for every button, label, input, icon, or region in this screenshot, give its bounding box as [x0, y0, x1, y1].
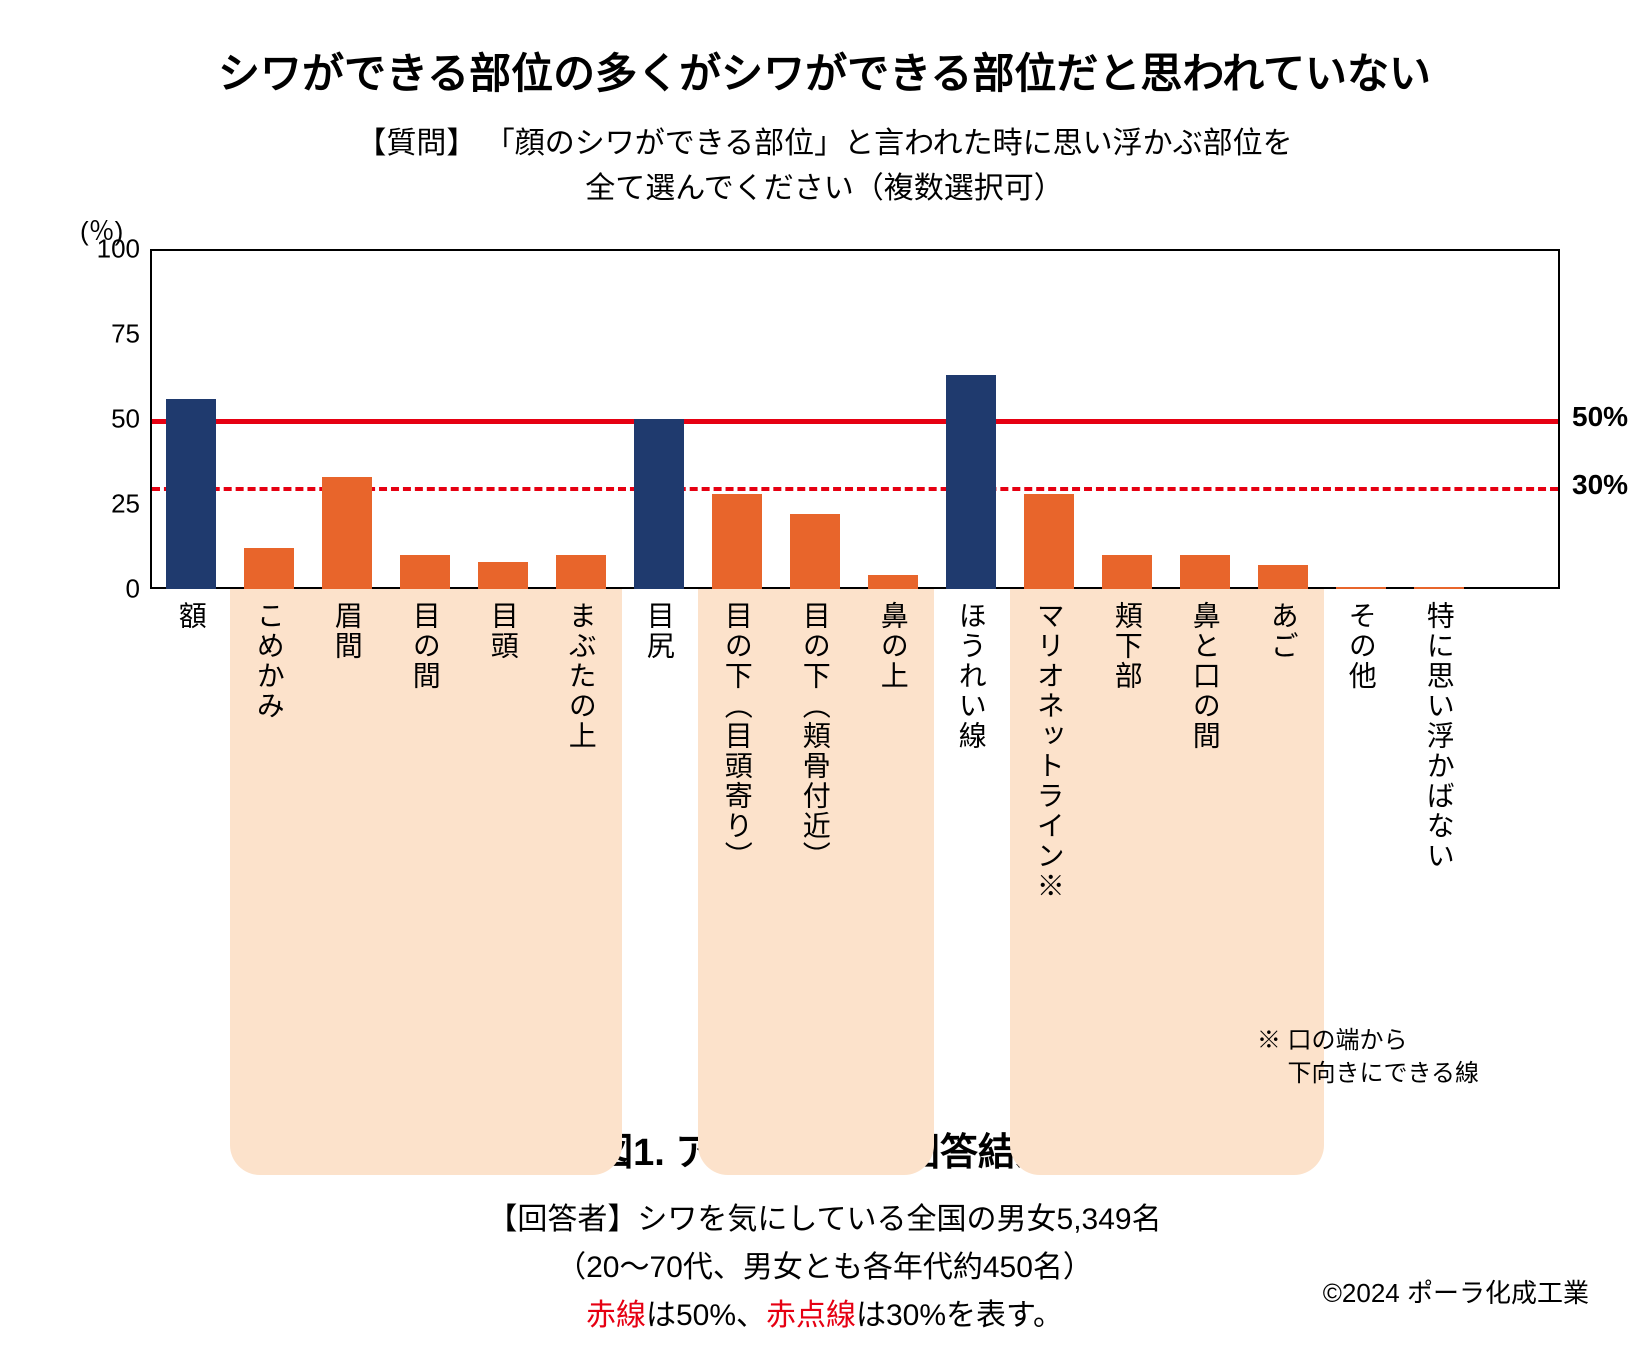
bar [478, 562, 528, 589]
category-label: 目尻 [643, 601, 674, 661]
bar [946, 375, 996, 589]
bar [1414, 587, 1464, 589]
ytick-label: 75 [70, 319, 140, 350]
xaxis-labels: 額 こめかみ 眉間 目の間 目頭 まぶたの上 目尻 目の下（目頭寄り） 目の下（頬骨付近） 鼻の上… [150, 601, 1560, 1051]
bar [712, 494, 762, 589]
bar [556, 555, 606, 589]
bar-chart: (％) 0255075100 50% 30% 額こめかみ眉間目の間目頭まぶたの上… [50, 221, 1599, 1041]
ref-label-30: 30% [1572, 469, 1628, 501]
question-line-1: 【質問】 「顔のシワができる部位」と言われた時に思い浮かぶ部位を [356, 127, 1292, 160]
survey-question: 【質問】 「顔のシワができる部位」と言われた時に思い浮かぶ部位を 全て選んでくだ… [50, 121, 1599, 211]
page-title: シワができる部位の多くがシワができる部位だと思われていない [50, 40, 1599, 101]
bar [322, 477, 372, 589]
category-label: その他 [1345, 601, 1376, 691]
respondents-line-1: 【回答者】シワを気にしている全国の男女5,349名 [487, 1203, 1161, 1236]
category-label: マリオネットライン※ [1033, 601, 1064, 901]
category-label: 鼻と口の間 [1189, 601, 1220, 751]
legend-red-solid: 赤線 [586, 1299, 646, 1332]
respondents-line-2: （20～70代、男女とも各年代約450名） [556, 1251, 1093, 1284]
bar [244, 548, 294, 589]
bar [868, 575, 918, 589]
ref-label-50: 50% [1572, 401, 1628, 433]
category-label: ほうれい線 [955, 601, 986, 751]
category-label: 目の下（頬骨付近） [799, 601, 830, 871]
category-label: 目の間 [409, 601, 440, 691]
bar [400, 555, 450, 589]
bars-layer [150, 249, 1560, 589]
copyright: ©2024 ポーラ化成工業 [1323, 1273, 1589, 1310]
bar [1180, 555, 1230, 589]
legend-red-dashed: 赤点線 [766, 1299, 856, 1332]
category-label: こめかみ [253, 601, 284, 721]
respondents-info: 【回答者】シワを気にしている全国の男女5,349名 （20～70代、男女とも各年… [50, 1196, 1599, 1340]
legend-text-1: は50%、 [646, 1299, 766, 1332]
category-label: 眉間 [331, 601, 362, 661]
category-label: 額 [175, 601, 206, 631]
category-label: 目頭 [487, 601, 518, 661]
bar [1102, 555, 1152, 589]
bar [1336, 587, 1386, 589]
ytick-label: 25 [70, 489, 140, 520]
yaxis-ticks: 0255075100 [70, 249, 140, 589]
category-label: あご [1267, 601, 1298, 661]
bar [790, 514, 840, 589]
bar [1024, 494, 1074, 589]
ytick-label: 0 [70, 574, 140, 605]
bar [634, 419, 684, 589]
category-label: 頬下部 [1111, 601, 1142, 691]
bar [1258, 565, 1308, 589]
category-label: 特に思い浮かばない [1423, 601, 1454, 871]
legend-text-2: は30%を表す。 [856, 1299, 1063, 1332]
category-label: 鼻の上 [877, 601, 908, 691]
ytick-label: 50 [70, 404, 140, 435]
category-label: まぶたの上 [565, 601, 596, 751]
category-label: 目の下（目頭寄り） [721, 601, 752, 871]
ytick-label: 100 [70, 234, 140, 265]
question-line-2: 全て選んでください（複数選択可） [585, 172, 1064, 205]
footnote-line-2: 下向きにできる線 [1257, 1060, 1479, 1087]
bar [166, 399, 216, 589]
